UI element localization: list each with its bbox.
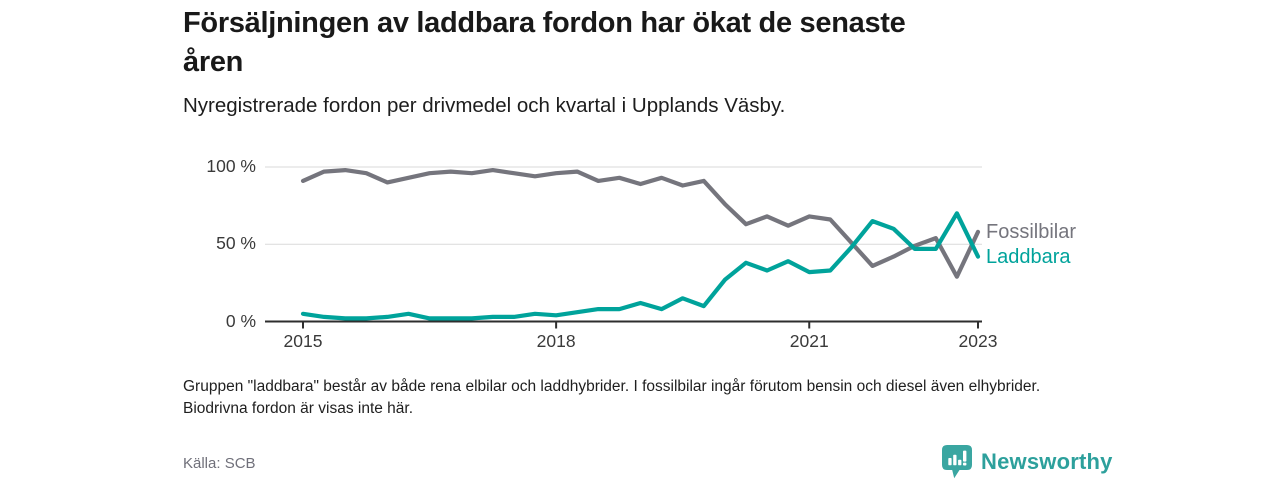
newsworthy-logo[interactable]: Newsworthy: [941, 444, 1113, 479]
x-tick-label: 2015: [283, 331, 323, 351]
x-tick-label: 2018: [536, 331, 576, 351]
y-tick-label-100: 100 %: [206, 156, 256, 176]
y-tick-label-0: 0 %: [225, 311, 256, 331]
source-note: Källa: SCB: [183, 455, 256, 472]
title-line-2: åren: [183, 46, 244, 78]
series-label-laddbara: Laddbara: [986, 245, 1071, 268]
y-tick-label-50: 50 %: [216, 233, 256, 253]
title-line-1: Försäljningen av laddbara fordon har öka…: [183, 7, 906, 39]
chart-subtitle: Nyregistrerade fordon per drivmedel och …: [183, 94, 786, 117]
laddbara-line: [300, 211, 981, 321]
newsworthy-wordmark: Newsworthy: [981, 448, 1113, 474]
series-label-fossilbilar: Fossilbilar: [986, 220, 1077, 243]
bar-chart-speech-bubble-icon: [942, 445, 972, 479]
x-axis-ticks: [302, 321, 979, 329]
x-tick-label: 2021: [789, 331, 829, 351]
chart-footnote: Gruppen "laddbara" består av både rena e…: [183, 378, 1041, 417]
fossilbilar-line: [300, 168, 981, 279]
x-tick-label: 2023: [958, 331, 998, 351]
page-title: Försäljningen av laddbara fordon har öka…: [183, 4, 1083, 82]
